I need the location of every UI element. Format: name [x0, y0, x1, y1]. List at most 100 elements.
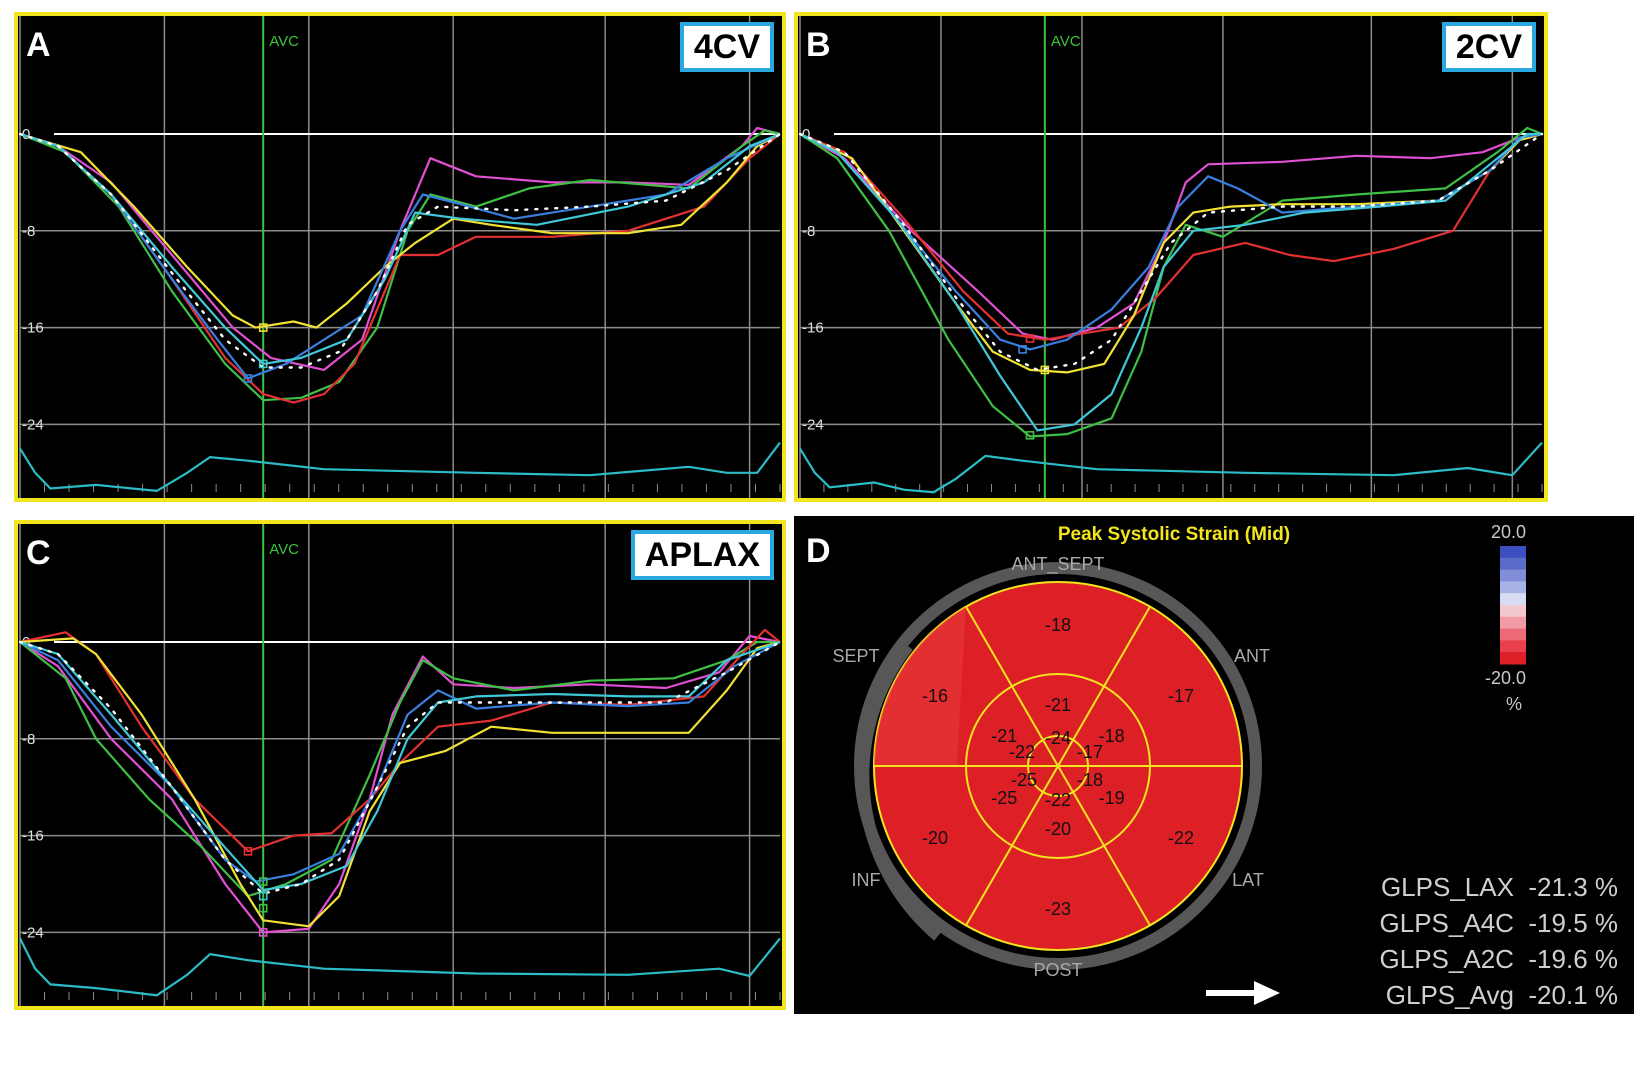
segment-strain-curve	[799, 132, 1542, 432]
segment-value-outer: -16	[922, 686, 948, 706]
avc-label: AVC	[1051, 33, 1081, 50]
ecg-trace	[799, 441, 1543, 494]
peak-marker	[258, 903, 268, 913]
segment-strain-curve	[799, 132, 1543, 351]
segment-strain-curve	[799, 126, 1543, 438]
wall-label-ant: ANT	[1234, 646, 1270, 666]
glps-label: GLPS_LAX	[1380, 872, 1514, 902]
view-label-4cv: 4CV	[679, 22, 774, 72]
average-strain-curve	[798, 132, 1544, 372]
bullseye-chart: -18-17-22-23-20-16 -21-18-19-20-25-21 -24-…	[832, 522, 1526, 980]
glps-row-a4c: GLPS_A4C -19.5 %	[1380, 908, 1618, 939]
y-tick-label: 0	[802, 126, 810, 143]
strain-panel-c: 0 -8 -16 -24 AVC C APLAX	[14, 520, 786, 1010]
y-tick-label: -8	[22, 731, 35, 748]
segment-divider	[1057, 606, 1151, 767]
glps-label: GLPS_A4C	[1379, 908, 1514, 938]
glps-row-lax: GLPS_LAX -21.3 %	[1381, 872, 1618, 903]
segment-value-inner: -18	[1077, 770, 1103, 790]
color-scale-step	[1500, 652, 1526, 665]
peak-marker	[1025, 430, 1035, 440]
segment-value-inner: -25	[1011, 770, 1037, 790]
strain-panel-a: 0 -8 -16 -24 AVC A 4CV	[14, 12, 786, 502]
panel-letter-d: D	[806, 532, 831, 570]
glps-value: -20.1 %	[1528, 980, 1618, 1010]
segment-divider	[965, 606, 1059, 767]
segment-divider	[965, 765, 1059, 926]
strain-curve-chart-a: 0 -8 -16 -24 AVC	[18, 16, 782, 498]
segment-strain-curve	[19, 640, 781, 892]
glps-row-avg: GLPS_Avg -20.1 %	[1386, 980, 1618, 1011]
glps-label: GLPS_Avg	[1385, 980, 1514, 1010]
peak-marker	[243, 374, 253, 383]
strain-panel-b: 0 -8 -16 -24 AVC B 2CV	[794, 12, 1548, 502]
color-scale-step	[1500, 605, 1526, 618]
bullseye-title: Peak Systolic Strain (Mid)	[1058, 524, 1290, 545]
peak-marker	[1025, 334, 1035, 343]
strain-curve-chart-b: 0 -8 -16 -24 AVC	[798, 16, 1544, 498]
y-tick-label: -16	[22, 320, 44, 337]
segment-value-inner: -22	[1009, 742, 1035, 762]
peak-marker	[258, 891, 268, 901]
glps-row-a2c: GLPS_A2C -19.6 %	[1380, 944, 1618, 975]
segment-value-middle: -19	[1099, 788, 1125, 808]
y-tick-label: -16	[22, 828, 44, 845]
segment-strain-curve	[19, 637, 781, 928]
scale-min-label: -20.0	[1485, 668, 1526, 688]
glps-value: -19.6 %	[1528, 944, 1618, 974]
average-strain-curve	[18, 640, 782, 896]
peak-marker	[258, 359, 268, 369]
segment-strain-curve	[19, 634, 781, 934]
septal-shade	[874, 606, 966, 766]
segment-strain-curve	[19, 132, 781, 404]
segment-strain-curve	[19, 640, 780, 898]
y-tick-label: 0	[22, 126, 30, 143]
segment-value-middle: -21	[1045, 695, 1071, 715]
wall-label-sept: SEPT	[832, 646, 879, 666]
view-label-aplax: APLAX	[630, 530, 774, 580]
ecg-trace	[19, 441, 781, 493]
y-tick-label: -8	[802, 223, 815, 240]
glps-value: -21.3 %	[1528, 872, 1618, 902]
segment-value-inner: -24	[1045, 728, 1071, 748]
arrow-icon	[1206, 981, 1280, 1005]
segment-value-middle: -20	[1045, 819, 1071, 839]
color-scale-step	[1500, 593, 1526, 606]
segment-strain-curve	[799, 132, 1543, 341]
segment-value-outer: -18	[1045, 615, 1071, 635]
glps-value: -19.5 %	[1528, 908, 1618, 938]
y-tick-label: -16	[802, 320, 824, 337]
segment-value-middle: -25	[991, 788, 1017, 808]
peak-marker	[258, 928, 268, 937]
average-strain-curve	[18, 132, 782, 369]
ecg-trace	[19, 937, 781, 997]
color-scale-step	[1500, 569, 1526, 582]
color-scale-step	[1500, 581, 1526, 594]
peak-marker	[1040, 365, 1050, 375]
segment-strain-curve	[19, 628, 781, 853]
color-scale-step	[1500, 616, 1526, 630]
wall-label-inf: INF	[852, 870, 881, 890]
y-tick-label: -8	[22, 223, 35, 240]
panel-letter-c: C	[26, 534, 51, 572]
wall-label-post: POST	[1033, 960, 1082, 980]
segment-value-outer: -17	[1168, 686, 1194, 706]
segment-strain-curve	[19, 126, 781, 371]
segment-strain-curve	[19, 129, 781, 402]
avc-label: AVC	[269, 541, 299, 558]
segment-value-outer: -22	[1168, 828, 1194, 848]
wall-label-ant-sept: ANT_SEPT	[1011, 554, 1104, 575]
avc-label: AVC	[269, 33, 299, 50]
wall-label-lat: LAT	[1232, 870, 1264, 890]
peak-marker	[258, 877, 268, 886]
color-scale-step	[1500, 628, 1526, 641]
segment-value-outer: -20	[922, 828, 948, 848]
segment-value-inner: -17	[1077, 742, 1103, 762]
segment-divider	[1057, 765, 1151, 926]
bullseye-panel-d: -18 -17 -22 -23 -20 -16 -21 -18 -19 -20 -25 -21 -24-…	[794, 516, 1634, 1014]
panel-letter-b: B	[806, 26, 831, 64]
view-label-2cv: 2CV	[1441, 22, 1536, 72]
color-scale-step	[1500, 640, 1526, 653]
outer-ring-offset	[857, 642, 942, 941]
